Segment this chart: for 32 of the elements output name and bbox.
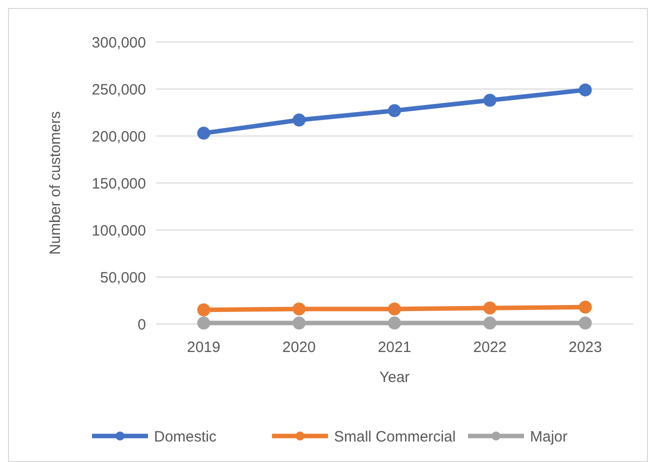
point: [388, 104, 401, 118]
y-tick-label: 200,000: [92, 128, 146, 146]
point: [483, 94, 496, 107]
point: [388, 302, 401, 316]
legend-label: Major: [530, 428, 568, 446]
y-tick-label: 150,000: [92, 175, 146, 192]
point: [292, 114, 306, 127]
point: [578, 316, 592, 330]
y-tick-label: 100,000: [92, 222, 146, 240]
y-axis-title: Number of customers: [47, 111, 64, 255]
x-tick-label: 2019: [187, 339, 220, 356]
point: [197, 126, 210, 140]
x-axis-title: Year: [379, 369, 410, 386]
x-tick-label: 2022: [473, 339, 507, 356]
point: [197, 303, 210, 316]
x-tick-label: 2021: [378, 339, 412, 356]
point: [483, 316, 496, 330]
x-tick-label: 2023: [568, 339, 602, 356]
point: [578, 83, 592, 96]
y-tick-label: 250,000: [92, 81, 146, 98]
x-tick-label: 2020: [282, 339, 316, 356]
point: [292, 316, 306, 330]
point: [578, 300, 592, 314]
legend-label: Small Commercial: [334, 428, 456, 446]
point: [197, 316, 210, 330]
y-tick-label: 0: [138, 316, 146, 334]
legend-label: Domestic: [154, 428, 218, 446]
point: [388, 316, 401, 330]
point: [292, 302, 306, 316]
y-tick-label: 300,000: [92, 34, 146, 52]
y-tick-label: 50,000: [100, 269, 146, 286]
point: [483, 302, 496, 315]
